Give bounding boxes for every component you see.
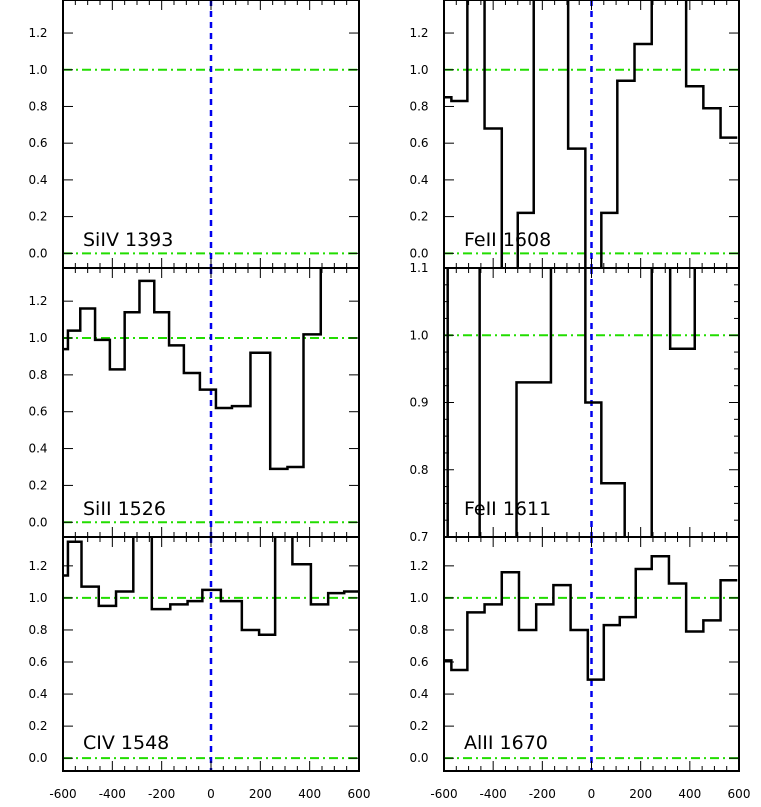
y-tick-label: 0.6 xyxy=(409,655,428,669)
x-tick-label: 400 xyxy=(678,787,701,801)
x-tick-label: -200 xyxy=(529,787,556,801)
y-tick-label: 1.0 xyxy=(28,63,47,77)
x-tick-label: -600 xyxy=(49,787,76,801)
x-tick-label: 0 xyxy=(207,787,215,801)
y-tick-label: 1.2 xyxy=(28,294,47,308)
y-tick-label: 0.0 xyxy=(28,751,47,765)
ion-label: FeII 1608 xyxy=(464,229,551,251)
y-tick-label: 0.7 xyxy=(409,530,428,544)
x-tick-label: -400 xyxy=(99,787,126,801)
panel-plot-area xyxy=(444,0,739,268)
y-tick-label: 1.0 xyxy=(28,331,47,345)
panel-plot-area xyxy=(63,0,359,268)
y-tick-label: 0.4 xyxy=(409,173,428,187)
y-tick-label: 1.2 xyxy=(409,26,428,40)
y-tick-label: 0.0 xyxy=(28,515,47,529)
panel-2: 0.0 0.2 0.4 0.6 0.8 1.0 1.2 SiII 1526 xyxy=(28,267,360,538)
panel-plot-area xyxy=(444,537,739,771)
y-tick-label: 0.0 xyxy=(409,751,428,765)
y-tick-label: 0.8 xyxy=(28,368,47,382)
ion-label: AlII 1670 xyxy=(464,732,548,754)
y-tick-label: 0.8 xyxy=(409,623,428,637)
y-tick-label: 1.0 xyxy=(409,591,428,605)
y-tick-label: 0.4 xyxy=(28,687,47,701)
panel-plot-area xyxy=(63,537,359,771)
y-tick-label: 0.2 xyxy=(28,210,47,224)
spectrum-line xyxy=(63,537,359,637)
y-tick-label: 1.1 xyxy=(409,261,428,275)
x-tick-label: 0 xyxy=(588,787,596,801)
y-tick-label: 0.2 xyxy=(409,210,428,224)
panel-plot-area xyxy=(444,268,739,537)
y-tick-label: 0.0 xyxy=(28,246,47,260)
y-tick-label: 0.6 xyxy=(28,655,47,669)
y-tick-label: 0.2 xyxy=(28,478,47,492)
ion-label: FeII 1611 xyxy=(464,498,551,520)
x-tick-label: 600 xyxy=(348,787,371,801)
spectrum-line xyxy=(63,268,323,471)
y-tick-label: 0.0 xyxy=(409,246,428,260)
y-tick-label: 0.8 xyxy=(409,463,428,477)
y-tick-label: 0.6 xyxy=(28,405,47,419)
spectrum-line xyxy=(446,268,696,537)
ion-label: CIV 1548 xyxy=(83,732,169,754)
y-tick-label: 0.8 xyxy=(409,99,428,113)
x-tick-label: 600 xyxy=(728,787,751,801)
y-tick-label: 1.2 xyxy=(28,559,47,573)
x-tick-label: 200 xyxy=(249,787,272,801)
panel-5: 0.0 0.2 0.4 0.6 0.8 1.0 1.2 -600 -400 -200 0 200 400… xyxy=(409,536,751,801)
y-tick-label: 1.0 xyxy=(28,591,47,605)
y-tick-label: 0.2 xyxy=(28,719,47,733)
y-tick-label: 0.4 xyxy=(28,442,47,456)
y-tick-label: 0.8 xyxy=(28,99,47,113)
y-tick-label: 0.6 xyxy=(409,136,428,150)
spectrum-line xyxy=(444,0,738,268)
y-tick-label: 0.4 xyxy=(409,687,428,701)
spectrum-line xyxy=(444,554,738,681)
panel-0: 0.0 0.2 0.4 0.6 0.8 1.0 1.2 SiIV 1393 xyxy=(28,0,360,269)
y-tick-label: 1.0 xyxy=(409,328,428,342)
y-tick-label: 0.8 xyxy=(28,623,47,637)
y-tick-label: 1.2 xyxy=(28,26,47,40)
panel-plot-area xyxy=(63,268,359,537)
y-tick-label: 1.0 xyxy=(409,63,428,77)
x-tick-label: 200 xyxy=(629,787,652,801)
y-tick-label: 1.2 xyxy=(409,559,428,573)
ion-label: SiII 1526 xyxy=(83,498,166,520)
x-tick-label: -200 xyxy=(148,787,175,801)
y-tick-label: 0.4 xyxy=(28,173,47,187)
x-tick-label: -600 xyxy=(430,787,457,801)
y-tick-label: 0.6 xyxy=(28,136,47,150)
ion-label: SiIV 1393 xyxy=(83,229,173,251)
y-tick-label: 0.9 xyxy=(409,396,428,410)
x-tick-label: 400 xyxy=(298,787,321,801)
panel-1: 0.0 0.2 0.4 0.6 0.8 1.0 1.2 FeII 1608 xyxy=(409,0,740,269)
panel-4: 0.0 0.2 0.4 0.6 0.8 1.0 1.2 -600 -400 -200 0 200 400… xyxy=(28,536,371,801)
y-tick-label: 0.2 xyxy=(409,719,428,733)
x-tick-label: -400 xyxy=(480,787,507,801)
